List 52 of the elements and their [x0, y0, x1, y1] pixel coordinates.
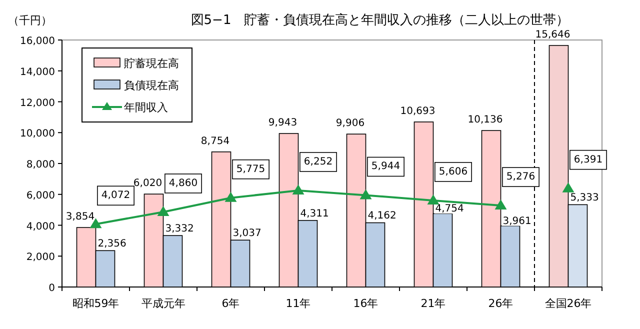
y-axis-title: （千円）	[8, 14, 52, 27]
data-label: 6,391	[574, 154, 603, 166]
point	[157, 206, 170, 216]
x-tick-label: 平成元年	[141, 297, 186, 310]
x-tick-label: 昭和59年	[72, 297, 120, 310]
y-tick-label: 0	[48, 283, 55, 294]
legend-label: 負債現在高	[124, 79, 179, 92]
point	[494, 200, 507, 210]
data-label: 6,020	[133, 178, 162, 190]
data-label: 5,276	[506, 172, 536, 183]
data-label: 9,943	[268, 118, 298, 129]
data-label: 4,162	[368, 210, 396, 222]
x-tick-label: 11年	[286, 297, 311, 310]
point	[427, 194, 440, 204]
data-label: 5,606	[438, 166, 468, 178]
y-tick-label: 10,000	[20, 128, 55, 140]
data-label: 4,754	[435, 204, 464, 215]
data-label: 10,136	[468, 114, 503, 126]
data-label: 3,037	[232, 228, 262, 240]
data-label: 9,906	[336, 118, 365, 130]
y-tick-label: 4,000	[26, 221, 55, 232]
y-tick-label: 2,000	[26, 252, 55, 264]
y-tick-label: 8,000	[26, 160, 55, 170]
chart-title: 図5−1 貯蓄・負債現在高と年間収入の推移（二人以上の世帯）	[190, 12, 570, 28]
data-label: 4,860	[168, 178, 198, 189]
data-label: 5,333	[570, 192, 599, 204]
point	[224, 192, 237, 202]
legend-label: 年間収入	[124, 101, 168, 114]
data-label: 15,646	[535, 29, 570, 40]
x-tick-label: 16年	[353, 297, 378, 310]
data-label: 5,944	[371, 161, 400, 172]
data-label: 8,754	[200, 136, 230, 147]
data-label: 5,775	[236, 164, 266, 175]
x-tick-label: 6年	[222, 297, 240, 310]
y-tick-label: 12,000	[20, 98, 55, 109]
x-tick-label: 全国26年	[544, 297, 592, 310]
data-label: 3,961	[502, 216, 532, 227]
x-tick-label: 21年	[420, 297, 446, 310]
data-label: 4,311	[300, 208, 329, 220]
data-label: 3,332	[165, 224, 194, 235]
legend-label: 貯蓄現在高	[124, 57, 179, 70]
point	[360, 189, 372, 200]
data-label: 4,072	[101, 190, 130, 202]
x-tick-label: 26年	[488, 297, 514, 310]
y-tick-label: 14,000	[20, 66, 55, 78]
data-label: 2,356	[98, 238, 126, 250]
data-label: 6,252	[304, 156, 333, 168]
y-tick-label: 6,000	[26, 190, 55, 202]
y-tick-label: 16,000	[20, 36, 55, 47]
data-label: 10,693	[400, 106, 436, 117]
point	[292, 184, 304, 194]
data-label: 3,854	[66, 212, 95, 223]
